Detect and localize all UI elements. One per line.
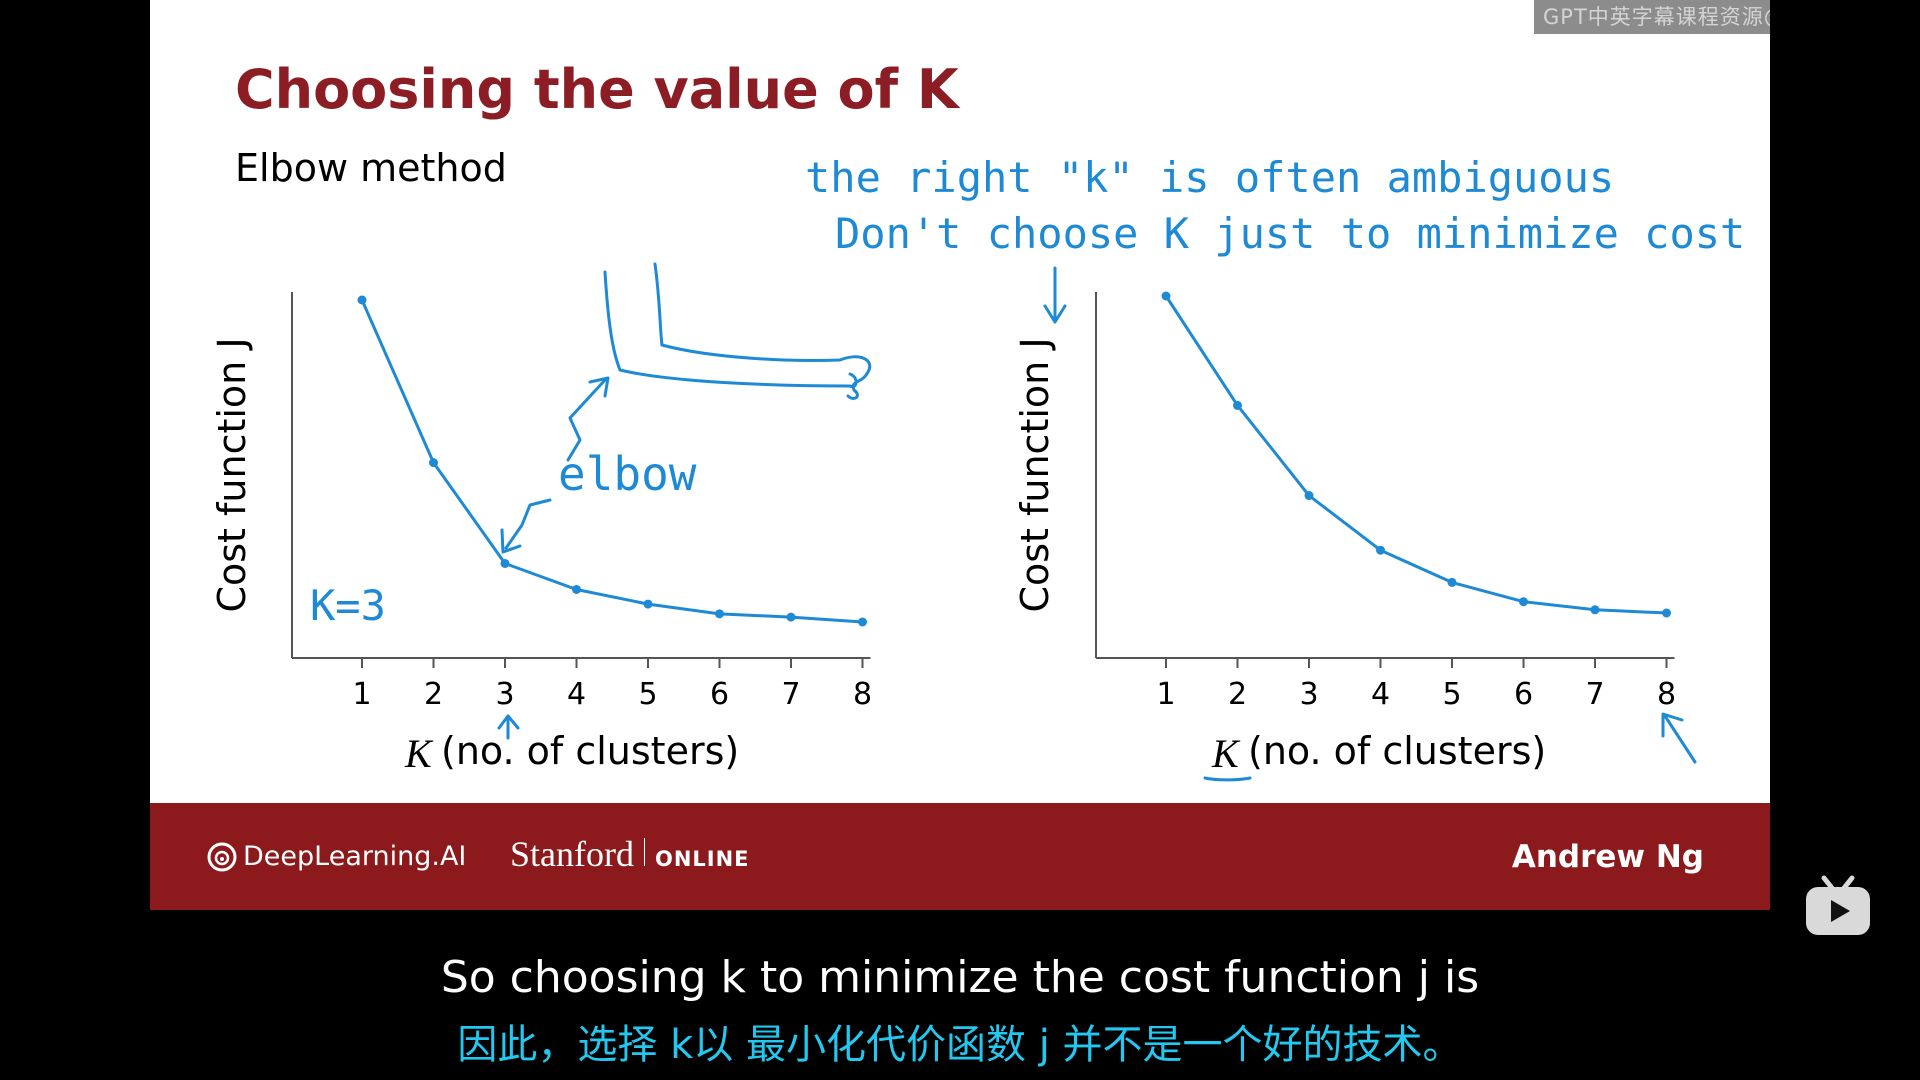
data-point (786, 612, 796, 622)
chart-right: 1 2 3 4 5 6 7 8 Cost function J K (no. of clusters… (1013, 291, 1676, 776)
slide-subtitle: Elbow method (235, 146, 507, 190)
x-axis-label: (no. of clusters) (1248, 729, 1546, 773)
x-tick-label: 7 (781, 677, 800, 712)
cost-curve (1164, 295, 1667, 615)
stanford-online-text: ONLINE (654, 847, 750, 871)
annotation-k-equals: K=3 (310, 581, 386, 630)
data-point (572, 584, 581, 594)
arrow-under-k8 (1661, 712, 1697, 764)
x-tick-label: 6 (1514, 677, 1533, 712)
x-axis-label: (no. of clusters) (441, 729, 739, 773)
x-tick-label: 3 (495, 677, 514, 712)
stanford-logo: Stanford ONLINE (510, 833, 750, 875)
data-point (1447, 577, 1457, 587)
arm-doodle (603, 262, 872, 400)
data-point (1304, 491, 1314, 501)
data-point (1233, 400, 1242, 410)
x-axis-variable: K (404, 731, 434, 776)
author-name: Andrew Ng (1511, 839, 1704, 875)
data-point (858, 617, 867, 627)
data-point (1376, 545, 1385, 555)
elbow-arrow-lower (500, 498, 552, 554)
slide-title: Choosing the value of K (235, 58, 959, 121)
x-tick-label: 8 (853, 677, 872, 712)
subtitle-english: So choosing k to minimize the cost funct… (440, 952, 1480, 1003)
data-point (429, 458, 438, 468)
x-tick-label: 4 (1371, 677, 1390, 712)
bilibili-tv-icon[interactable] (1804, 870, 1872, 938)
deeplearning-icon (207, 842, 237, 871)
y-axis-label: Cost function J (1013, 337, 1057, 612)
stanford-divider (643, 838, 645, 866)
data-point (1590, 605, 1600, 615)
arrow-under-k3 (497, 714, 520, 740)
data-point (715, 609, 724, 619)
slide-footer: DeepLearning.AI Stanford ONLINE Andrew N… (150, 803, 1770, 910)
slide-charts: the right "k" is often ambiguous Don't c… (210, 153, 1770, 782)
annotation-ambiguous: the right "k" is often ambiguous (805, 153, 1614, 202)
chart-left: 1 2 3 4 5 6 7 8 Cost function J K (no. of clusters… (210, 292, 872, 776)
data-point (357, 295, 367, 305)
subtitle-chinese: 因此，选择 k以 最小化代价函数 j 并不是一个好的技术。 (457, 1022, 1463, 1068)
elbow-arrow-upper (566, 376, 610, 462)
stanford-text: Stanford (510, 834, 634, 874)
x-tick-label: 5 (1442, 677, 1461, 712)
slide: GPT中英字幕课程资源@bilibili.com Choosing the va… (150, 0, 1770, 910)
x-tick-label: 5 (638, 677, 657, 712)
x-axis-variable: K (1211, 731, 1241, 776)
data-point (1662, 608, 1671, 618)
arrow-to-ylabel (1043, 266, 1067, 324)
data-point (500, 558, 510, 568)
x-tick-label: 4 (567, 677, 586, 712)
deeplearning-logo: DeepLearning.AI (207, 841, 466, 872)
deeplearning-text: DeepLearning.AI (243, 841, 467, 872)
x-tick-label: 8 (1657, 677, 1676, 712)
cost-curve (360, 299, 863, 624)
data-point (1519, 597, 1528, 607)
x-tick-label: 6 (710, 677, 729, 712)
data-point (643, 599, 653, 609)
x-tick-label: 1 (1156, 677, 1175, 712)
annotation-elbow: elbow (558, 447, 697, 501)
x-tick-label: 2 (424, 677, 443, 712)
k-underline (1203, 776, 1252, 782)
x-tick-label: 3 (1299, 677, 1318, 712)
x-tick-label: 2 (1228, 677, 1247, 712)
x-tick-label: 1 (352, 677, 371, 712)
annotation-dont-choose: Don't choose K just to minimize cost J (835, 209, 1770, 258)
data-point (1161, 291, 1171, 301)
watermark: GPT中英字幕课程资源@bilibili.com (1534, 0, 1770, 34)
y-axis-label: Cost function J (210, 337, 254, 612)
x-tick-label: 7 (1585, 677, 1604, 712)
